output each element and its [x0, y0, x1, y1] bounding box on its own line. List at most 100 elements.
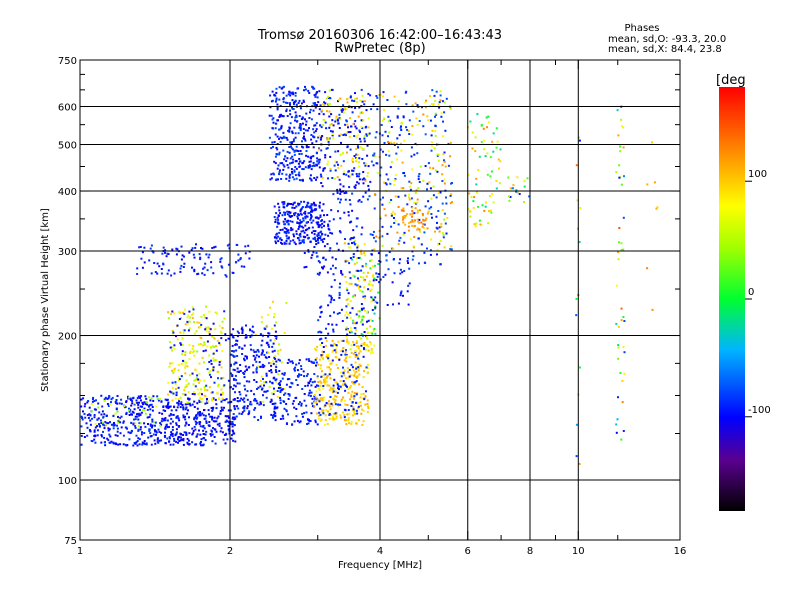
data-point: [327, 323, 330, 326]
data-point: [373, 207, 376, 210]
data-point: [259, 379, 262, 382]
data-point: [424, 106, 427, 109]
data-point: [192, 345, 195, 348]
data-point: [430, 197, 433, 200]
data-point: [318, 112, 321, 115]
data-point: [357, 367, 360, 370]
data-point: [287, 93, 290, 96]
data-point: [353, 236, 356, 239]
data-point: [352, 414, 355, 417]
data-point: [426, 247, 428, 250]
data-point: [241, 347, 244, 350]
data-point: [112, 414, 115, 417]
data-point: [386, 304, 389, 306]
data-point: [449, 107, 452, 110]
data-point: [337, 340, 340, 343]
data-point: [367, 349, 370, 352]
data-point: [350, 420, 353, 423]
data-point: [385, 259, 388, 262]
data-point: [276, 225, 279, 228]
data-point: [243, 400, 246, 403]
data-point: [476, 191, 479, 194]
data-point: [228, 416, 230, 419]
data-point: [171, 435, 174, 438]
data-point: [286, 362, 289, 364]
data-point: [233, 416, 236, 419]
data-point: [207, 424, 210, 427]
data-point: [188, 432, 191, 435]
data-point: [188, 374, 191, 377]
data-point: [288, 378, 291, 380]
data-point: [368, 195, 371, 198]
data-point: [193, 332, 196, 335]
data-point: [303, 399, 306, 402]
data-point: [307, 202, 310, 205]
data-point: [430, 238, 433, 241]
data-point: [283, 241, 286, 244]
data-point: [148, 430, 151, 432]
data-point: [279, 104, 282, 107]
data-point: [308, 226, 311, 229]
data-point: [270, 177, 273, 180]
data-point: [322, 409, 325, 412]
data-point: [298, 202, 301, 205]
data-point: [314, 130, 317, 133]
data-point: [307, 165, 310, 167]
data-point: [478, 219, 481, 222]
data-point: [204, 417, 207, 420]
data-point: [233, 369, 236, 372]
data-point: [342, 151, 344, 154]
data-point: [298, 157, 301, 160]
data-point: [424, 133, 427, 136]
data-point: [391, 281, 394, 284]
data-point: [282, 131, 285, 134]
data-point: [381, 134, 384, 137]
data-point: [236, 244, 239, 246]
data-point: [305, 221, 308, 224]
data-point: [233, 405, 236, 407]
data-point: [320, 230, 323, 233]
data-point: [357, 244, 360, 247]
data-point: [200, 247, 202, 249]
data-point: [86, 401, 89, 404]
data-point: [321, 109, 323, 112]
data-point: [173, 406, 176, 409]
data-point: [279, 386, 282, 389]
data-point: [276, 232, 279, 235]
data-point: [376, 96, 379, 99]
data-point: [160, 268, 163, 270]
data-point: [328, 115, 331, 118]
data-point: [110, 398, 113, 401]
data-point: [434, 115, 436, 118]
data-point: [316, 403, 318, 406]
data-point: [449, 155, 452, 158]
data-point: [348, 186, 351, 189]
data-point: [232, 354, 234, 357]
data-point: [293, 153, 296, 156]
data-point: [216, 392, 219, 395]
data-point: [313, 87, 316, 90]
data-point: [175, 440, 178, 443]
data-point: [372, 279, 375, 282]
data-point: [429, 249, 432, 252]
data-point: [356, 402, 359, 405]
data-point: [315, 364, 317, 367]
data-point: [365, 125, 368, 128]
data-point: [277, 373, 280, 376]
data-point: [317, 260, 320, 263]
data-point: [182, 416, 185, 419]
data-point: [267, 335, 270, 338]
data-point: [185, 422, 188, 425]
data-point: [351, 173, 354, 176]
data-point: [349, 257, 352, 260]
data-point: [280, 113, 283, 116]
data-point: [366, 363, 369, 366]
data-point: [199, 325, 202, 328]
data-point: [289, 109, 291, 112]
data-point: [341, 350, 344, 353]
data-point: [290, 116, 293, 119]
data-point: [94, 441, 97, 444]
data-point: [439, 240, 442, 242]
data-point: [184, 424, 187, 427]
x-tick-label: 16: [674, 546, 687, 557]
